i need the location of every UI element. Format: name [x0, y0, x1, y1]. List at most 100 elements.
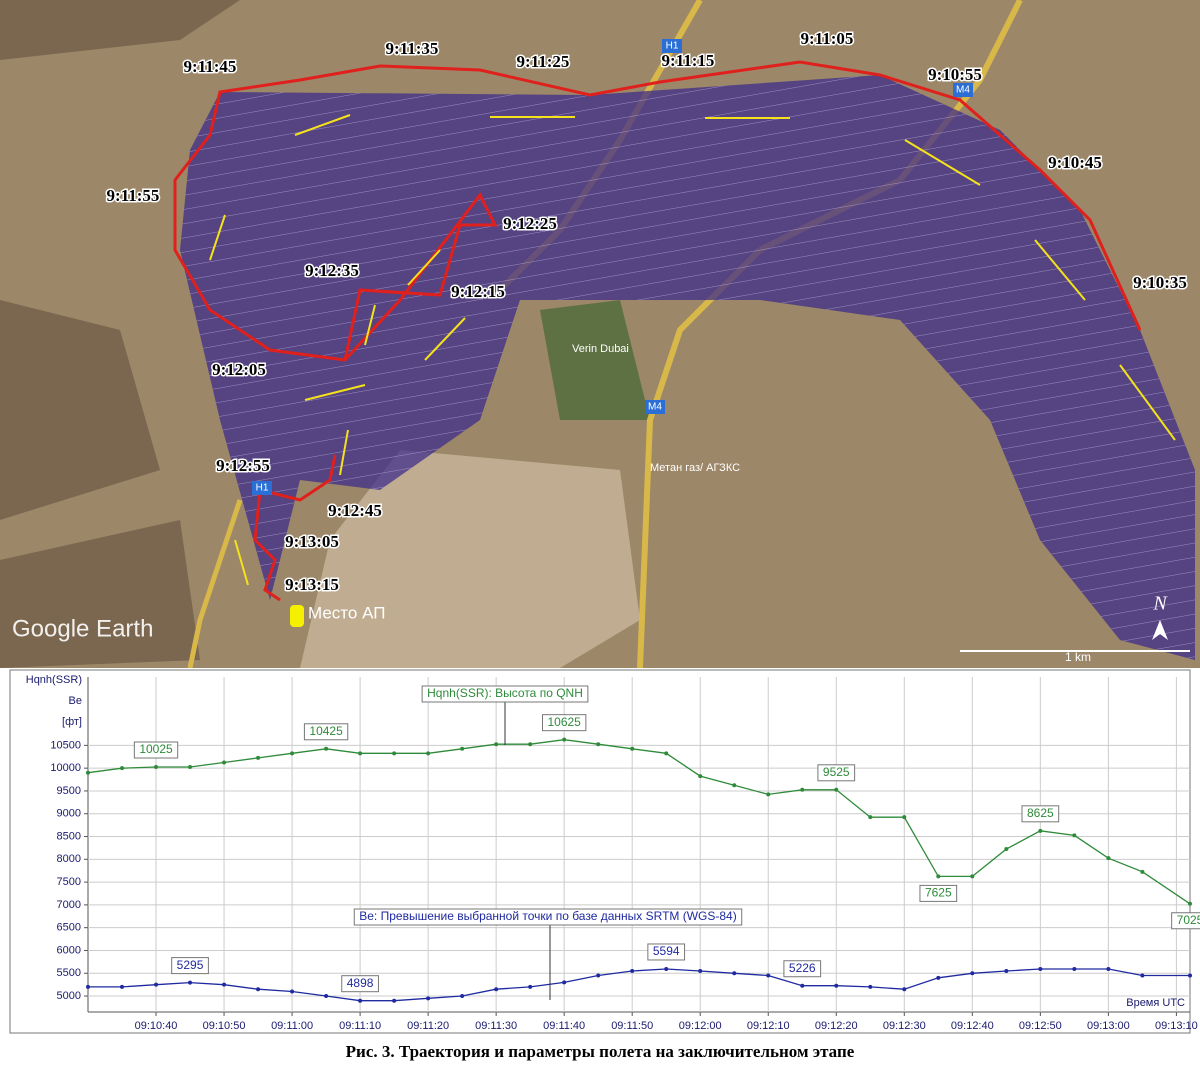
point [86, 770, 90, 775]
point [426, 751, 431, 756]
point [596, 742, 601, 747]
data-label-box [171, 957, 209, 975]
point [1106, 966, 1111, 971]
canyon [300, 450, 640, 668]
time-label: 9:11:25 [517, 52, 570, 71]
point [256, 755, 261, 760]
x-tick-label: 09:12:30 [883, 1020, 926, 1032]
y-axis-label: [фт] [62, 716, 82, 728]
point [154, 765, 159, 770]
point [868, 815, 873, 820]
x-tick-label: 09:11:40 [543, 1020, 585, 1032]
flight-area [180, 75, 1195, 660]
time-label: 9:12:55 [216, 456, 270, 475]
point [120, 984, 125, 989]
village-green [540, 300, 650, 420]
fields [0, 0, 240, 668]
data-label-box [303, 723, 349, 741]
y-tick-label: 6500 [57, 922, 81, 934]
point [528, 742, 533, 747]
y-tick-label: 8000 [57, 853, 81, 865]
scale-label: 1 km [1065, 650, 1091, 664]
point [936, 874, 941, 879]
point [324, 994, 329, 999]
chart: 5000 5500 6000 6500 7000 7500 8000 8500 9000 9500… [9, 669, 1200, 1034]
point [1188, 973, 1192, 978]
point [1188, 901, 1192, 906]
data-label: 8625 [1027, 806, 1054, 820]
data-label: 10425 [309, 724, 343, 738]
point [528, 984, 533, 989]
y-tick-label: 5500 [57, 967, 81, 979]
time-label: 9:11:15 [662, 51, 715, 70]
point [1004, 847, 1009, 852]
point [392, 751, 397, 756]
data-label-box [133, 741, 179, 759]
point [1140, 973, 1145, 978]
point [630, 968, 635, 973]
point [358, 998, 363, 1003]
point [664, 751, 669, 756]
point [970, 874, 975, 879]
point [222, 760, 227, 765]
place-label: Место АП [308, 603, 385, 622]
point [698, 774, 703, 779]
scale-bar [960, 650, 1190, 652]
time-label: 9:12:05 [212, 360, 266, 379]
point [1072, 966, 1077, 971]
road-label: H1 [666, 41, 679, 52]
point [460, 746, 465, 751]
road-label: M4 [648, 402, 662, 413]
x-tick-label: 09:11:50 [611, 1020, 653, 1032]
x-tick-label: 09:12:20 [815, 1020, 858, 1032]
y-axis-label: Hqnh(SSR) [26, 674, 82, 686]
point [256, 987, 261, 992]
data-label: 7625 [925, 886, 952, 900]
x-tick-label: 09:11:00 [271, 1020, 313, 1032]
x-tick-label: 09:11:30 [475, 1020, 517, 1032]
point [562, 980, 567, 985]
point [596, 973, 601, 978]
data-label-box [817, 764, 856, 782]
poi-label: Verin Dubai [572, 343, 629, 355]
x-tick-label: 09:12:00 [679, 1020, 722, 1032]
point [902, 987, 907, 992]
point [834, 983, 839, 988]
point [766, 973, 771, 978]
direction-arrows [209, 114, 1176, 586]
series-name: Hqnh(SSR): Высота по QNH [427, 686, 583, 700]
point [664, 966, 669, 971]
time-label: 9:11:35 [386, 39, 439, 58]
data-label: 5594 [653, 944, 680, 958]
point [1140, 869, 1145, 874]
y-tick-label: 7500 [57, 876, 81, 888]
y-tick-label: 9000 [57, 808, 81, 820]
x-tick-label: 09:13:10 [1155, 1020, 1198, 1032]
point [460, 994, 465, 999]
road-sign [662, 39, 682, 53]
x-tick-label: 09:12:40 [951, 1020, 994, 1032]
point [868, 984, 873, 989]
data-label-box [541, 714, 587, 732]
north-label: N [1152, 593, 1168, 615]
data-label: 4898 [347, 976, 374, 990]
road-label: H1 [256, 483, 269, 494]
point [188, 765, 193, 770]
y-tick-label: 8500 [57, 830, 81, 842]
x-tick-label: 09:11:10 [339, 1020, 381, 1032]
x-tick-label: 09:10:50 [203, 1020, 246, 1032]
x-tick-label: 09:12:50 [1019, 1020, 1062, 1032]
point [834, 787, 839, 792]
data-label: 10625 [547, 715, 581, 729]
y-tick-label: 5000 [57, 990, 81, 1002]
poi-label: Метан газ/ АГЗКС [650, 462, 740, 474]
time-label: 9:12:15 [451, 282, 505, 301]
track [173, 60, 1142, 362]
time-label: 9:10:45 [1048, 153, 1102, 172]
series-name-box [421, 685, 589, 703]
point [1038, 828, 1043, 833]
map: 9:11:45 9:11:35 9:11:25 9:11:15 9:11:05 9:10:… [0, 0, 1200, 668]
point [494, 987, 499, 992]
y-tick-label: 6000 [57, 944, 81, 956]
data-label: 9525 [823, 765, 850, 779]
